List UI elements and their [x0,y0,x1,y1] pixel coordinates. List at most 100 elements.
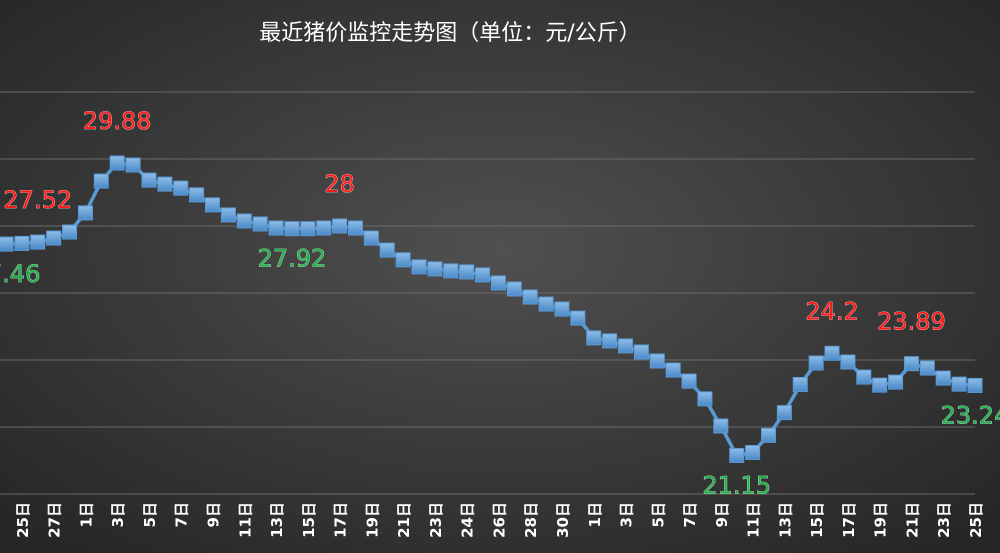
point-marker [77,205,93,221]
point-marker [220,207,236,223]
x-tick-label: 13日 [776,502,794,538]
point-marker [951,376,967,392]
point-marker [840,354,856,370]
point-marker [189,187,205,203]
point-marker [602,333,618,349]
point-marker [284,221,300,237]
x-tick-label: 11日 [236,502,254,538]
x-tick-label: 3日 [109,502,127,527]
point-marker [776,405,792,421]
x-tick-label: 9日 [713,502,731,527]
point-marker [713,418,729,434]
point-marker [46,230,62,246]
data-label: 28 [324,170,355,198]
point-marker [62,224,78,240]
data-label: 29.88 [83,107,152,135]
x-tick-label: 23日 [427,502,445,538]
point-marker [888,374,904,390]
x-tick-label: 7日 [173,502,191,527]
x-tick-label: 28日 [522,502,540,538]
data-label: 27.92 [258,245,327,273]
point-marker [347,220,363,236]
point-marker [30,234,46,250]
point-marker [109,155,125,171]
x-tick-label: 25日 [14,502,32,538]
point-marker [903,356,919,372]
data-label: 21.15 [702,471,771,499]
point-marker [872,377,888,393]
point-marker [697,391,713,407]
point-marker [935,370,951,386]
point-marker [173,180,189,196]
x-tick-label: 26日 [490,502,508,538]
x-tick-label: 19日 [872,502,890,538]
point-marker [332,218,348,234]
point-marker [538,296,554,312]
point-marker [729,447,745,463]
x-tick-label: 11日 [745,502,763,538]
data-label: 27.46 [0,260,40,288]
point-marker [506,281,522,297]
x-tick-label: 5日 [141,502,159,527]
point-marker [236,213,252,229]
data-label: 27.52 [3,186,72,214]
point-marker [967,377,983,393]
x-tick-label: 27日 [46,502,64,538]
point-marker [475,267,491,283]
point-marker [570,310,586,326]
x-tick-label: 19日 [363,502,381,538]
x-tick-label: 21日 [395,502,413,538]
data-label: 23.24 [941,401,1000,429]
data-label: 23.89 [877,308,946,336]
x-tick-label: 30日 [554,502,572,538]
point-marker [395,252,411,268]
point-marker [125,157,141,173]
point-marker [649,353,665,369]
point-marker [427,261,443,277]
point-marker [618,338,634,354]
point-marker [665,362,681,378]
point-marker [633,344,649,360]
point-marker [554,301,570,317]
x-tick-label: 1日 [586,502,604,527]
point-marker [0,236,14,252]
point-marker [459,264,475,280]
point-marker [856,369,872,385]
x-tick-label: 17日 [332,502,350,538]
x-tick-label: 9日 [205,502,223,527]
point-marker [157,176,173,192]
point-marker [268,220,284,236]
point-marker [808,355,824,371]
x-tick-label: 23日 [935,502,953,538]
x-tick-label: 25日 [967,502,985,538]
x-tick-label: 15日 [808,502,826,538]
x-tick-label: 13日 [268,502,286,538]
x-tick-label: 24日 [459,502,477,538]
chart-title: 最近猪价监控走势图（单位：元/公斤） [259,21,640,46]
x-tick-label: 3日 [618,502,636,527]
point-marker [411,259,427,275]
point-marker [379,242,395,258]
point-marker [522,289,538,305]
point-marker [363,230,379,246]
point-marker [490,275,506,291]
point-marker [93,173,109,189]
x-tick-label: 1日 [77,502,95,527]
x-tick-label: 17日 [840,502,858,538]
point-marker [316,220,332,236]
x-tick-label: 21日 [903,502,921,538]
point-marker [760,427,776,443]
point-marker [586,330,602,346]
point-marker [824,345,840,361]
point-marker [14,235,30,251]
x-tick-label: 5日 [649,502,667,527]
point-marker [792,376,808,392]
point-marker [919,360,935,376]
point-marker [252,216,268,232]
data-label: 24.2 [805,297,858,325]
point-marker [205,197,221,213]
point-marker [300,221,316,237]
x-tick-label: 15日 [300,502,318,538]
x-tick-label: 7日 [681,502,699,527]
